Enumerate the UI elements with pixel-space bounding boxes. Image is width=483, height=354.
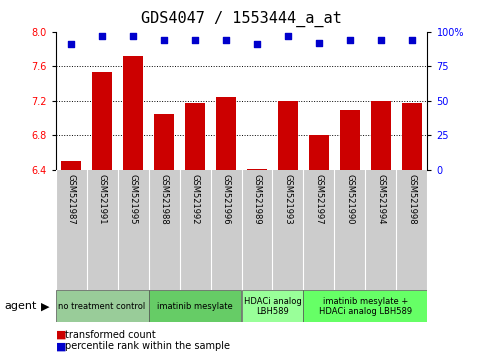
Bar — [278, 101, 298, 170]
Text: GSM521992: GSM521992 — [190, 173, 199, 224]
Text: percentile rank within the sample: percentile rank within the sample — [65, 341, 230, 351]
Text: imatinib mesylate +
HDACi analog LBH589: imatinib mesylate + HDACi analog LBH589 — [319, 297, 412, 316]
Text: GSM521993: GSM521993 — [284, 173, 293, 224]
Point — [191, 37, 199, 43]
Point — [98, 33, 106, 39]
Text: GSM521991: GSM521991 — [98, 173, 107, 224]
Text: no treatment control: no treatment control — [58, 302, 146, 311]
Text: ▶: ▶ — [41, 301, 49, 311]
Point — [284, 33, 292, 39]
Bar — [402, 103, 422, 170]
Text: agent: agent — [5, 301, 37, 311]
Text: GSM521996: GSM521996 — [222, 173, 230, 224]
Point — [377, 37, 385, 43]
Point — [129, 33, 137, 39]
Point — [222, 37, 230, 43]
Point — [315, 40, 323, 46]
Text: imatinib mesylate: imatinib mesylate — [157, 302, 233, 311]
Bar — [247, 169, 267, 170]
Bar — [123, 56, 143, 170]
Point — [160, 37, 168, 43]
Text: HDACi analog
LBH589: HDACi analog LBH589 — [243, 297, 301, 316]
Text: GSM521988: GSM521988 — [159, 173, 169, 224]
Point — [253, 41, 261, 47]
Text: transformed count: transformed count — [65, 330, 156, 339]
Bar — [216, 97, 236, 170]
Bar — [149, 290, 242, 322]
Point — [346, 37, 354, 43]
Bar — [56, 290, 149, 322]
Text: GSM521987: GSM521987 — [67, 173, 75, 224]
Text: GSM521997: GSM521997 — [314, 173, 324, 224]
Bar — [309, 135, 329, 170]
Text: GDS4047 / 1553444_a_at: GDS4047 / 1553444_a_at — [141, 11, 342, 27]
Text: GSM521995: GSM521995 — [128, 173, 138, 224]
Bar — [92, 72, 112, 170]
Text: ■: ■ — [56, 341, 66, 351]
Point — [67, 41, 75, 47]
Bar — [61, 161, 81, 170]
Text: GSM521998: GSM521998 — [408, 173, 416, 224]
Bar — [371, 101, 391, 170]
Text: GSM521989: GSM521989 — [253, 173, 261, 224]
Bar — [185, 103, 205, 170]
Text: GSM521994: GSM521994 — [376, 173, 385, 224]
Point — [408, 37, 416, 43]
Text: ■: ■ — [56, 330, 66, 339]
Bar — [154, 114, 174, 170]
Text: GSM521990: GSM521990 — [345, 173, 355, 224]
Bar — [340, 109, 360, 170]
Bar — [242, 290, 303, 322]
Bar — [303, 290, 427, 322]
